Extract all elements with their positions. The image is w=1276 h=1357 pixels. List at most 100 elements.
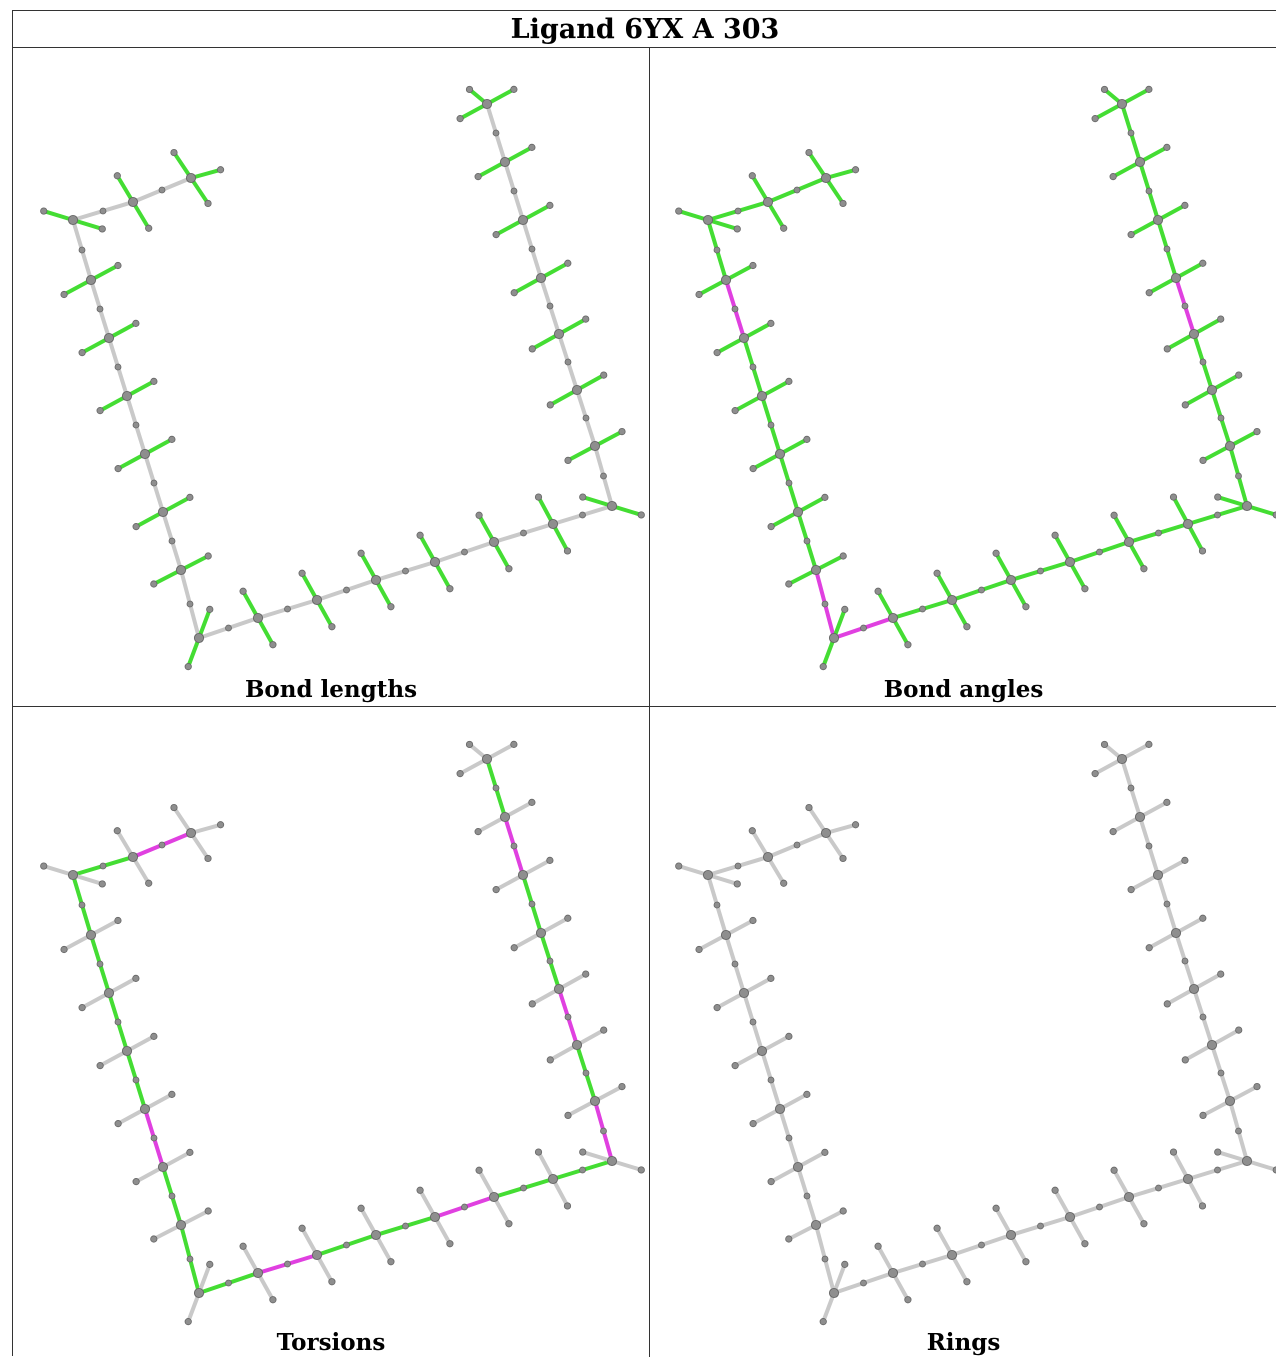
carbon-atom [1170,272,1182,284]
linker-atom [510,187,518,195]
hydrogen-atom [1272,511,1276,519]
c-h-bond [593,429,624,448]
c-h-bond [161,1150,192,1169]
linker-atom [860,624,867,632]
c-h-bond [477,1168,496,1199]
c-h-bond [80,336,111,355]
hydrogen-atom [465,740,474,749]
linker-atom [600,472,607,480]
c-h-bond [814,1208,846,1227]
c-h-bond [706,218,740,231]
c-h-bond [796,1150,827,1169]
hydrogen-atom [564,456,572,465]
hydrogen-atom [416,1186,424,1194]
hydrogen-atom [150,1235,158,1243]
c-h-bond [824,167,858,180]
c-h-bond [186,1291,201,1324]
c-h-bond [71,873,105,886]
column-divider [649,48,650,1357]
hydrogen-atom [528,1000,536,1008]
c-h-bond [89,918,120,937]
carbon-atom [1182,518,1194,530]
linker-atom [114,1018,122,1026]
hydrogen-atom [579,493,587,501]
hydrogen-atom [465,85,474,94]
c-h-bond [769,510,800,529]
table-title: Ligand 6YX A 303 [13,11,1276,48]
carbon-atom [1182,1173,1194,1185]
hydrogen-atom [528,345,536,353]
c-h-bond [189,176,211,206]
hydrogen-atom [780,879,788,887]
hydrogen-atom [675,862,683,870]
carbon-atom [481,753,493,765]
c-h-bond [994,551,1013,582]
atoms [675,740,1276,1326]
hydrogen-atom [60,945,68,954]
hydrogen-atom [96,1062,104,1070]
carbon-atom [1188,328,1200,340]
linker-atom [150,479,158,487]
hydrogen-atom [475,511,483,519]
c-h-bond [134,510,165,529]
c-h-bond [760,379,791,398]
linker-atom [1163,900,1171,908]
hydrogen-atom [1235,1026,1243,1034]
c-h-bond [62,933,93,952]
linker-atom [919,605,926,613]
c-h-bond [935,571,954,602]
hydrogen-atom [168,435,176,443]
c-h-bond [359,551,378,582]
hydrogen-atom [328,623,336,631]
carbon-atom [67,869,79,881]
carbon-atom [121,1045,133,1057]
hydrogen-atom [713,1004,721,1012]
hydrogen-atom [805,803,813,812]
c-h-bond [676,209,710,222]
c-h-bond [832,1262,847,1295]
c-h-bond [80,991,111,1010]
bonds [676,87,1276,669]
linker-atom [1235,1127,1242,1135]
carbon-atom [553,328,565,340]
hydrogen-atom [1163,798,1171,806]
linker-atom [1181,957,1189,965]
hydrogen-atom [933,1224,941,1232]
c-h-bond [1174,916,1205,935]
hydrogen-atom [767,319,775,327]
hydrogen-atom [216,821,225,829]
c-h-bond [1147,931,1178,950]
hydrogen-atom [785,1235,793,1243]
c-h-bond [575,1028,606,1047]
c-h-bond [98,394,129,413]
hydrogen-atom [446,585,454,593]
carbon-atom [311,594,323,606]
carbon-atom [828,632,840,644]
c-h-bond [374,578,393,609]
carbon-atom [1123,1191,1135,1203]
hydrogen-atom [298,1224,306,1232]
linker-atom [96,960,104,968]
carbon-atom [1064,1211,1076,1223]
hydrogen-atom [839,1207,847,1215]
c-h-bond [512,931,543,950]
hydrogen-atom [1217,970,1225,978]
c-h-bond [256,616,275,647]
hydrogen-atom [298,569,306,577]
c-h-bond [151,568,183,587]
hydrogen-atom [803,1090,811,1098]
c-h-bond [566,444,597,463]
linker-atom [284,605,291,613]
hydrogen-atom [387,1258,395,1266]
carbon-atom [370,1229,382,1241]
hydrogen-atom [785,377,793,385]
hydrogen-atom [98,225,106,233]
hydrogen-atom [1100,740,1109,749]
c-h-bond [1210,1028,1241,1047]
c-h-bond [315,1253,334,1284]
linker-atom [785,1134,793,1142]
linker-atom [1217,414,1225,422]
carbon-atom [185,827,197,839]
hydrogen-atom [387,603,395,611]
hydrogen-atom [731,407,739,415]
